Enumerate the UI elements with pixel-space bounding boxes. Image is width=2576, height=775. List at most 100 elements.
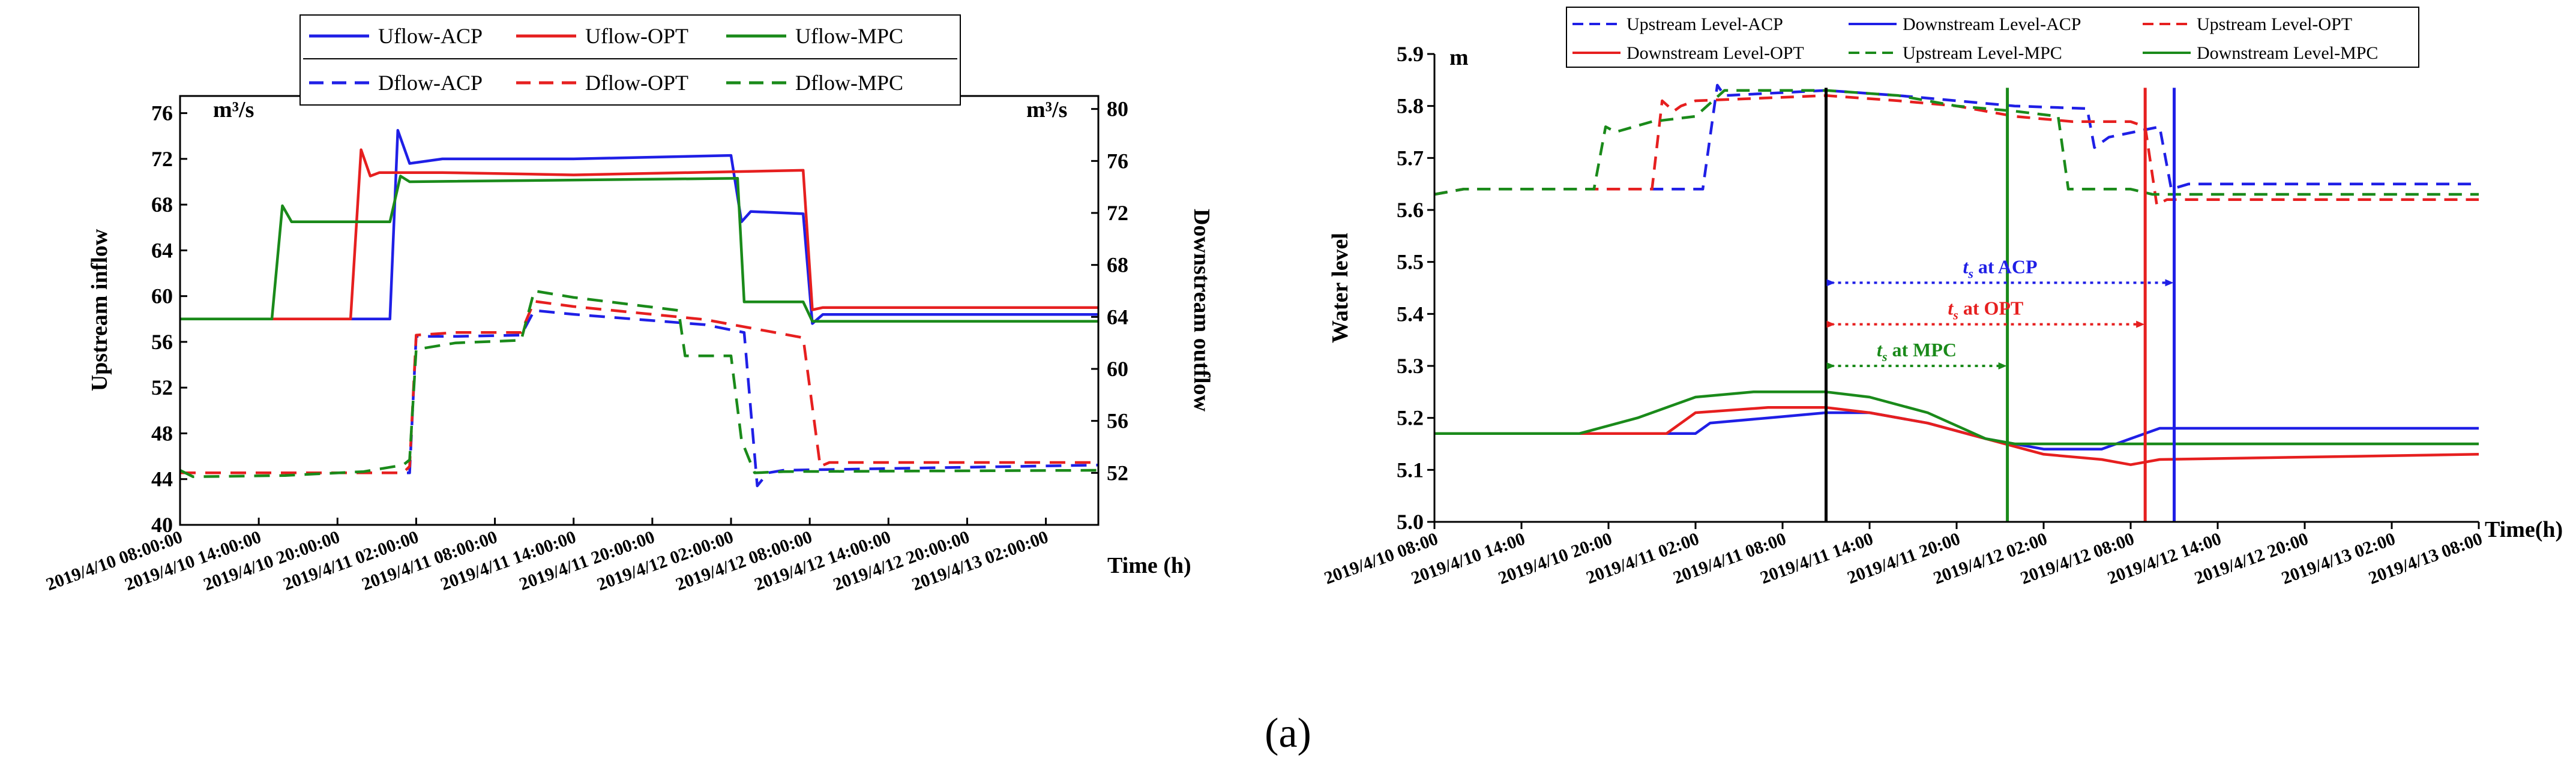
flow-y2-tick-label: 60 xyxy=(1107,357,1128,381)
level-y-unit: m xyxy=(1449,45,1469,70)
flow-legend-label-uflow-acp: Uflow-ACP xyxy=(378,24,483,48)
figure-caption: (a) xyxy=(1265,710,1311,756)
level-legend-label-downstream-opt: Downstream Level-OPT xyxy=(1627,43,1804,63)
settling-label-text: at MPC xyxy=(1888,339,1957,361)
flow-plot-frame xyxy=(179,95,1100,526)
settling-label-symbol: t xyxy=(1963,256,1969,277)
flow-y2-tick-label: 64 xyxy=(1107,305,1128,329)
flow-y2-tick-label: 52 xyxy=(1107,461,1128,485)
settling-label-opt: ts at OPT xyxy=(1948,298,2023,323)
flow-right-unit: m³/s xyxy=(1026,97,1067,122)
level-legend-label-downstream-acp: Downstream Level-ACP xyxy=(1903,14,2081,34)
level-y-tick-label: 5.9 xyxy=(1397,42,1424,66)
series-uflow-opt xyxy=(180,148,1098,321)
settling-label-text: at OPT xyxy=(1958,298,2023,319)
flow-y-tick-label: 40 xyxy=(151,513,173,537)
series-dflow-opt xyxy=(180,300,1098,474)
flow-legend-entry-uflow-mpc: Uflow-MPC xyxy=(726,24,903,48)
level-legend-entry-upstream-mpc: Upstream Level-MPC xyxy=(1849,43,2062,63)
series-dflow-acp xyxy=(180,309,1099,488)
series-upstream-level-mpc xyxy=(1434,89,2479,196)
flow-x-tick-label: 2019/4/13 02:00:00 xyxy=(909,527,1051,595)
flow-y-axis-label: Upstream inflow xyxy=(87,229,112,391)
series-downstream-level-mpc xyxy=(1434,390,2479,446)
flow-legend-entry-dflow-mpc: Dflow-MPC xyxy=(726,71,903,95)
flow-legend-entry-uflow-acp: Uflow-ACP xyxy=(309,24,483,48)
flow-x-axis-label: Time (h) xyxy=(1107,553,1191,578)
level-legend-label-upstream-mpc: Upstream Level-MPC xyxy=(1903,43,2062,63)
flow-y2-tick-label: 80 xyxy=(1107,97,1128,121)
settling-label-subscript: s xyxy=(1967,266,1973,281)
flow-legend-label-dflow-opt: Dflow-OPT xyxy=(585,71,688,95)
level-y-tick-label: 5.5 xyxy=(1397,250,1424,274)
flow-y-tick-label: 76 xyxy=(151,101,173,125)
series-uflow-mpc xyxy=(180,175,1098,323)
level-y-tick-label: 5.1 xyxy=(1397,458,1424,482)
flow-y2-axis-label: Downstream outflow xyxy=(1189,209,1214,412)
settling-label-acp: ts at ACP xyxy=(1963,256,2037,281)
flow-y-tick-label: 64 xyxy=(151,238,173,262)
level-series-group xyxy=(1434,83,2479,466)
level-legend-label-downstream-mpc: Downstream Level-MPC xyxy=(2197,43,2378,63)
series-downstream-level-opt xyxy=(1434,406,2479,466)
settling-label-symbol: t xyxy=(1877,339,1883,361)
flow-left-axis-ticks: 40 44 48 52 56 60 64 68 72 76 xyxy=(151,101,187,537)
flow-legend-label-uflow-mpc: Uflow-MPC xyxy=(795,24,903,48)
level-x-axis-label: Time(h) xyxy=(2485,517,2563,542)
flow-y2-tick-label: 56 xyxy=(1107,409,1128,433)
flow-y2-tick-label: 76 xyxy=(1107,149,1128,173)
flow-legend-entry-uflow-opt: Uflow-OPT xyxy=(516,24,688,48)
level-y-axis-ticks: 5.0 5.1 5.2 5.3 5.4 5.5 5.6 5.7 5.8 5.9 xyxy=(1397,42,1434,534)
level-legend-box xyxy=(1566,7,2419,68)
flow-y-tick-label: 60 xyxy=(151,284,173,308)
flow-chart: 40 44 48 52 56 60 64 68 72 76 52 56 60 64 68 72 76 80 20… xyxy=(43,14,1214,594)
level-y-tick-label: 5.7 xyxy=(1397,146,1424,170)
level-legend-label-upstream-acp: Upstream Level-ACP xyxy=(1627,14,1783,34)
flow-series-group xyxy=(179,128,1099,488)
level-legend-entry-downstream-mpc: Downstream Level-MPC xyxy=(2143,43,2378,63)
flow-legend-entry-dflow-opt: Dflow-OPT xyxy=(516,71,688,95)
series-upstream-level-acp xyxy=(1434,83,2479,196)
level-legend-entry-upstream-opt: Upstream Level-OPT xyxy=(2143,14,2352,34)
flow-y-tick-label: 72 xyxy=(151,147,173,171)
flow-y2-tick-label: 72 xyxy=(1107,201,1128,225)
flow-legend-label-dflow-mpc: Dflow-MPC xyxy=(795,71,903,95)
level-legend: Upstream Level-ACP Downstream Level-ACP … xyxy=(1566,7,2419,68)
level-y-tick-label: 5.2 xyxy=(1397,406,1424,430)
flow-right-axis-ticks: 52 56 60 64 68 72 76 80 xyxy=(1091,97,1128,485)
level-y-axis-label: Water level xyxy=(1328,233,1353,343)
settling-label-subscript: s xyxy=(1882,349,1888,364)
level-legend-label-upstream-opt: Upstream Level-OPT xyxy=(2197,14,2352,34)
level-y-tick-label: 5.8 xyxy=(1397,94,1424,118)
flow-legend-box xyxy=(299,14,961,106)
flow-y-tick-label: 52 xyxy=(151,376,173,399)
level-y-tick-label: 5.4 xyxy=(1397,302,1424,326)
level-legend-entry-downstream-acp: Downstream Level-ACP xyxy=(1849,14,2081,34)
flow-y-tick-label: 68 xyxy=(151,193,173,217)
series-uflow-acp xyxy=(180,128,1098,325)
flow-y-tick-label: 44 xyxy=(151,467,173,491)
settling-label-subscript: s xyxy=(1952,308,1958,323)
level-y-tick-label: 5.6 xyxy=(1397,198,1424,222)
level-y-tick-label: 5.0 xyxy=(1397,510,1424,534)
flow-legend: Uflow-ACP Uflow-OPT Uflow-MPC Dflow-ACP … xyxy=(299,14,961,106)
flow-y-tick-label: 56 xyxy=(151,330,173,354)
series-upstream-level-opt xyxy=(1434,94,2479,206)
level-legend-entry-upstream-acp: Upstream Level-ACP xyxy=(1572,14,1783,34)
flow-legend-entry-dflow-acp: Dflow-ACP xyxy=(309,71,483,95)
level-legend-entry-downstream-opt: Downstream Level-OPT xyxy=(1572,43,1804,63)
settling-label-mpc: ts at MPC xyxy=(1877,339,1957,364)
flow-y2-tick-label: 68 xyxy=(1107,253,1128,277)
flow-y-tick-label: 48 xyxy=(151,421,173,445)
level-y-tick-label: 5.3 xyxy=(1397,354,1424,378)
flow-left-unit: m³/s xyxy=(213,97,254,122)
flow-legend-label-uflow-opt: Uflow-OPT xyxy=(585,24,688,48)
settling-label-text: at ACP xyxy=(1973,256,2038,277)
flow-legend-label-dflow-acp: Dflow-ACP xyxy=(378,71,483,95)
level-settling-lines xyxy=(1825,88,2176,522)
